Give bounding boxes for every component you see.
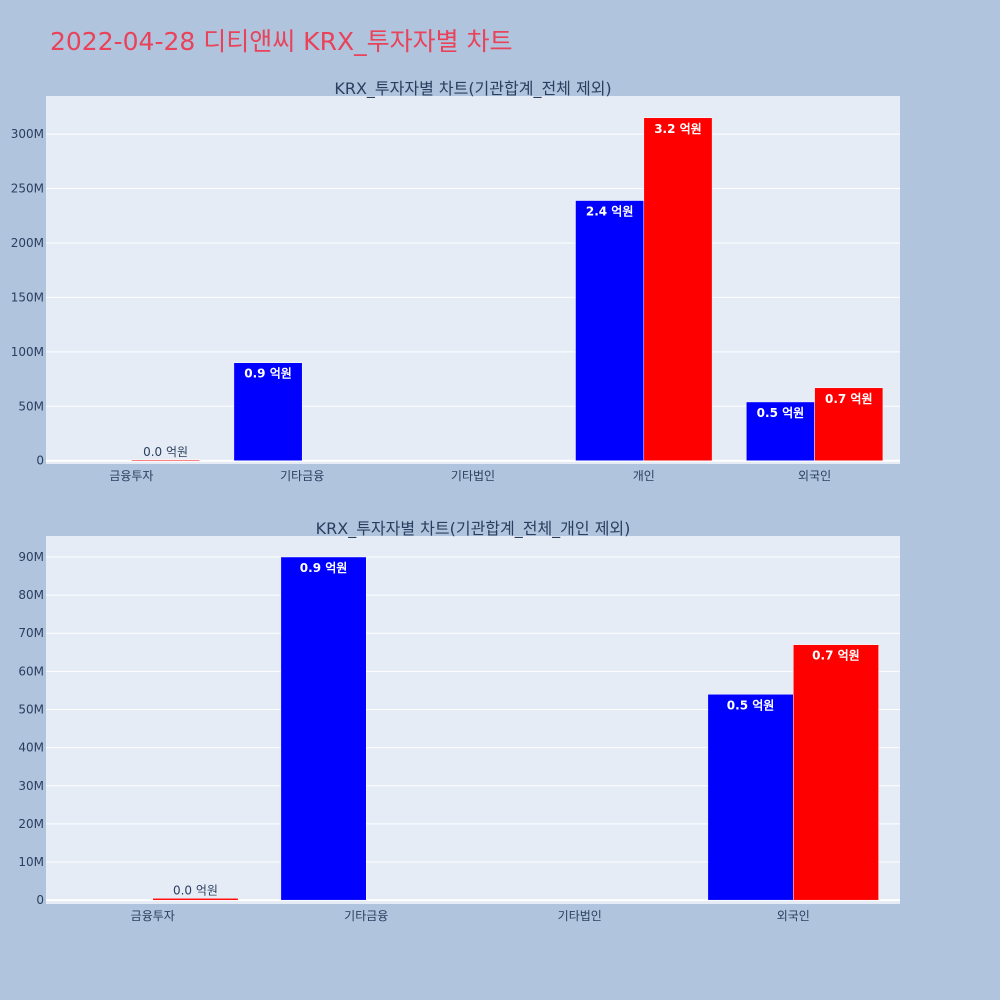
bar-data-label: 3.2 억원	[654, 122, 702, 136]
x-tick-label: 기타법인	[451, 469, 495, 483]
bar	[575, 200, 645, 461]
x-tick-label: 기타법인	[558, 909, 602, 923]
x-tick-label: 금융투자	[131, 909, 175, 923]
bar-data-label: 0.7 억원	[825, 392, 873, 406]
y-tick-label: 60M	[18, 664, 44, 678]
x-tick-label: 외국인	[798, 469, 831, 483]
x-tick-label: 기타금융	[280, 469, 324, 483]
x-tick-label: 기타금융	[344, 909, 388, 923]
y-tick-label: 80M	[18, 588, 44, 602]
y-tick-label: 0	[36, 893, 44, 907]
bar-data-label: 0.0 억원	[143, 445, 188, 459]
y-tick-label: 250M	[11, 182, 44, 196]
bar	[280, 556, 367, 901]
y-tick-label: 10M	[18, 855, 44, 869]
y-tick-label: 90M	[18, 550, 44, 564]
bar-data-label: 0.0 억원	[173, 883, 218, 897]
y-tick-label: 30M	[18, 779, 44, 793]
y-tick-label: 50M	[18, 399, 44, 413]
bar-data-label: 0.7 억원	[812, 649, 860, 663]
bar	[233, 362, 303, 461]
x-tick-label: 외국인	[777, 909, 810, 923]
bar	[131, 459, 200, 461]
subplot-title: KRX_투자자별 차트(기관합계_전체 제외)	[334, 79, 611, 99]
bar-data-label: 0.5 억원	[757, 406, 805, 420]
subplot-title: KRX_투자자별 차트(기관합계_전체_개인 제외)	[316, 519, 631, 539]
y-tick-label: 50M	[18, 703, 44, 717]
bar	[643, 117, 713, 461]
bar	[746, 401, 815, 461]
y-tick-label: 100M	[11, 345, 44, 359]
y-tick-label: 20M	[18, 817, 44, 831]
y-tick-label: 70M	[18, 626, 44, 640]
page-title: 2022-04-28 디티앤씨 KRX_투자자별 차트	[50, 27, 513, 56]
investor-chart-all: KRX_투자자별 차트(기관합계_전체 제외) 0 50M 100M 150M 200M 2…	[11, 79, 900, 483]
y-tick-label: 40M	[18, 741, 44, 755]
bar-data-label: 0.5 억원	[727, 698, 775, 712]
bar	[793, 644, 879, 901]
x-tick-label: 개인	[633, 469, 655, 483]
bar-data-label: 0.9 억원	[300, 561, 348, 575]
bar-data-label: 2.4 억원	[586, 205, 634, 219]
y-tick-label: 0	[36, 454, 44, 468]
bar	[707, 694, 794, 901]
x-tick-label: 금융투자	[109, 469, 153, 483]
bar	[814, 387, 884, 461]
y-tick-label: 150M	[11, 290, 44, 304]
y-tick-label: 300M	[11, 127, 44, 141]
bar	[152, 898, 239, 901]
y-tick-label: 200M	[11, 236, 44, 250]
bar-data-label: 0.9 억원	[244, 367, 292, 381]
